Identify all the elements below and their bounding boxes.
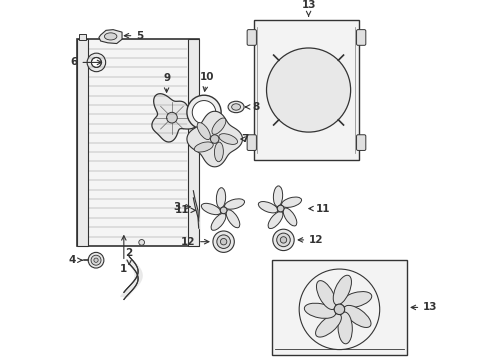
Text: 11: 11 xyxy=(309,203,331,213)
Text: 9: 9 xyxy=(163,73,170,92)
Circle shape xyxy=(139,239,145,245)
Circle shape xyxy=(213,231,234,252)
Circle shape xyxy=(210,135,219,143)
Ellipse shape xyxy=(283,208,297,226)
Circle shape xyxy=(220,238,227,245)
Text: 7: 7 xyxy=(241,134,249,144)
Polygon shape xyxy=(99,30,122,44)
Text: 12: 12 xyxy=(181,237,209,247)
Ellipse shape xyxy=(344,305,371,328)
Circle shape xyxy=(88,252,104,268)
Circle shape xyxy=(220,207,227,214)
Circle shape xyxy=(192,100,216,124)
Text: 1: 1 xyxy=(120,236,127,274)
FancyBboxPatch shape xyxy=(77,39,88,246)
Ellipse shape xyxy=(226,210,240,228)
Ellipse shape xyxy=(273,186,283,207)
Circle shape xyxy=(91,255,101,265)
Ellipse shape xyxy=(258,202,278,213)
Circle shape xyxy=(187,95,221,129)
Text: 4: 4 xyxy=(68,255,82,265)
Circle shape xyxy=(273,229,294,251)
Text: 11: 11 xyxy=(175,205,196,215)
Ellipse shape xyxy=(104,33,117,40)
Ellipse shape xyxy=(228,101,244,113)
FancyBboxPatch shape xyxy=(78,34,86,40)
Circle shape xyxy=(332,301,347,317)
Ellipse shape xyxy=(232,104,241,110)
Ellipse shape xyxy=(217,188,225,208)
Ellipse shape xyxy=(215,142,223,162)
Text: 8: 8 xyxy=(245,102,259,112)
Circle shape xyxy=(334,304,344,315)
Ellipse shape xyxy=(341,292,372,307)
Circle shape xyxy=(267,48,351,132)
Text: 5: 5 xyxy=(124,31,144,41)
Circle shape xyxy=(92,58,101,67)
Ellipse shape xyxy=(317,280,336,310)
FancyBboxPatch shape xyxy=(247,135,256,150)
Ellipse shape xyxy=(219,134,238,144)
FancyBboxPatch shape xyxy=(272,260,407,355)
Text: 3: 3 xyxy=(173,202,191,212)
Ellipse shape xyxy=(338,312,352,344)
Circle shape xyxy=(280,237,287,243)
Text: 13: 13 xyxy=(301,0,316,16)
Circle shape xyxy=(217,235,230,248)
Polygon shape xyxy=(187,111,243,167)
Circle shape xyxy=(277,205,284,212)
FancyBboxPatch shape xyxy=(357,30,366,45)
Ellipse shape xyxy=(201,203,221,215)
Circle shape xyxy=(87,53,106,72)
Ellipse shape xyxy=(268,212,283,229)
Circle shape xyxy=(94,258,98,262)
Ellipse shape xyxy=(304,303,336,318)
Text: 13: 13 xyxy=(411,302,438,312)
Polygon shape xyxy=(152,94,198,142)
Ellipse shape xyxy=(197,123,210,140)
Ellipse shape xyxy=(224,199,245,209)
Ellipse shape xyxy=(212,118,226,134)
FancyBboxPatch shape xyxy=(247,30,256,45)
Ellipse shape xyxy=(333,275,351,305)
FancyBboxPatch shape xyxy=(254,20,359,161)
Circle shape xyxy=(277,233,290,247)
Circle shape xyxy=(167,112,177,123)
FancyBboxPatch shape xyxy=(357,135,366,150)
Ellipse shape xyxy=(211,213,226,230)
Ellipse shape xyxy=(194,142,213,152)
Ellipse shape xyxy=(316,314,342,337)
Circle shape xyxy=(325,295,354,324)
FancyBboxPatch shape xyxy=(77,39,198,246)
Ellipse shape xyxy=(282,197,301,207)
FancyBboxPatch shape xyxy=(188,39,198,246)
Text: 10: 10 xyxy=(199,72,214,91)
Text: 2: 2 xyxy=(125,248,133,264)
Text: 6: 6 xyxy=(70,57,101,67)
Text: 12: 12 xyxy=(298,235,324,245)
